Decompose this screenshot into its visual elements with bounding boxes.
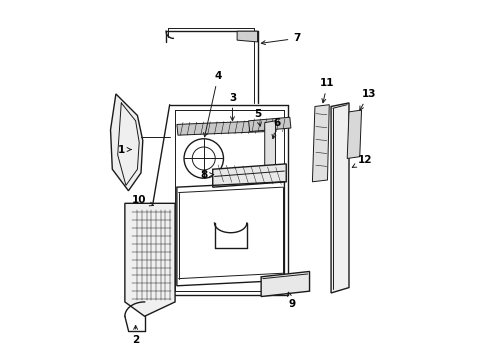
Text: 10: 10: [132, 195, 153, 206]
Text: 12: 12: [352, 155, 372, 167]
Polygon shape: [347, 110, 362, 158]
Text: 3: 3: [229, 93, 236, 121]
Polygon shape: [125, 203, 175, 316]
Text: 11: 11: [320, 78, 335, 103]
Text: 8: 8: [200, 170, 214, 180]
Text: 9: 9: [288, 292, 295, 309]
Bar: [168, 220, 173, 227]
Polygon shape: [248, 117, 291, 132]
Text: 5: 5: [254, 109, 261, 126]
Polygon shape: [111, 94, 143, 191]
Text: 7: 7: [261, 33, 301, 45]
Polygon shape: [331, 103, 349, 293]
Polygon shape: [313, 105, 329, 182]
Text: 6: 6: [272, 118, 281, 139]
Polygon shape: [177, 121, 266, 135]
Polygon shape: [237, 31, 258, 42]
Text: 4: 4: [203, 71, 222, 137]
Polygon shape: [213, 164, 286, 187]
Text: 1: 1: [118, 144, 131, 154]
Polygon shape: [265, 121, 275, 182]
Text: 13: 13: [360, 89, 376, 110]
Polygon shape: [261, 271, 310, 297]
Text: 2: 2: [132, 325, 139, 345]
